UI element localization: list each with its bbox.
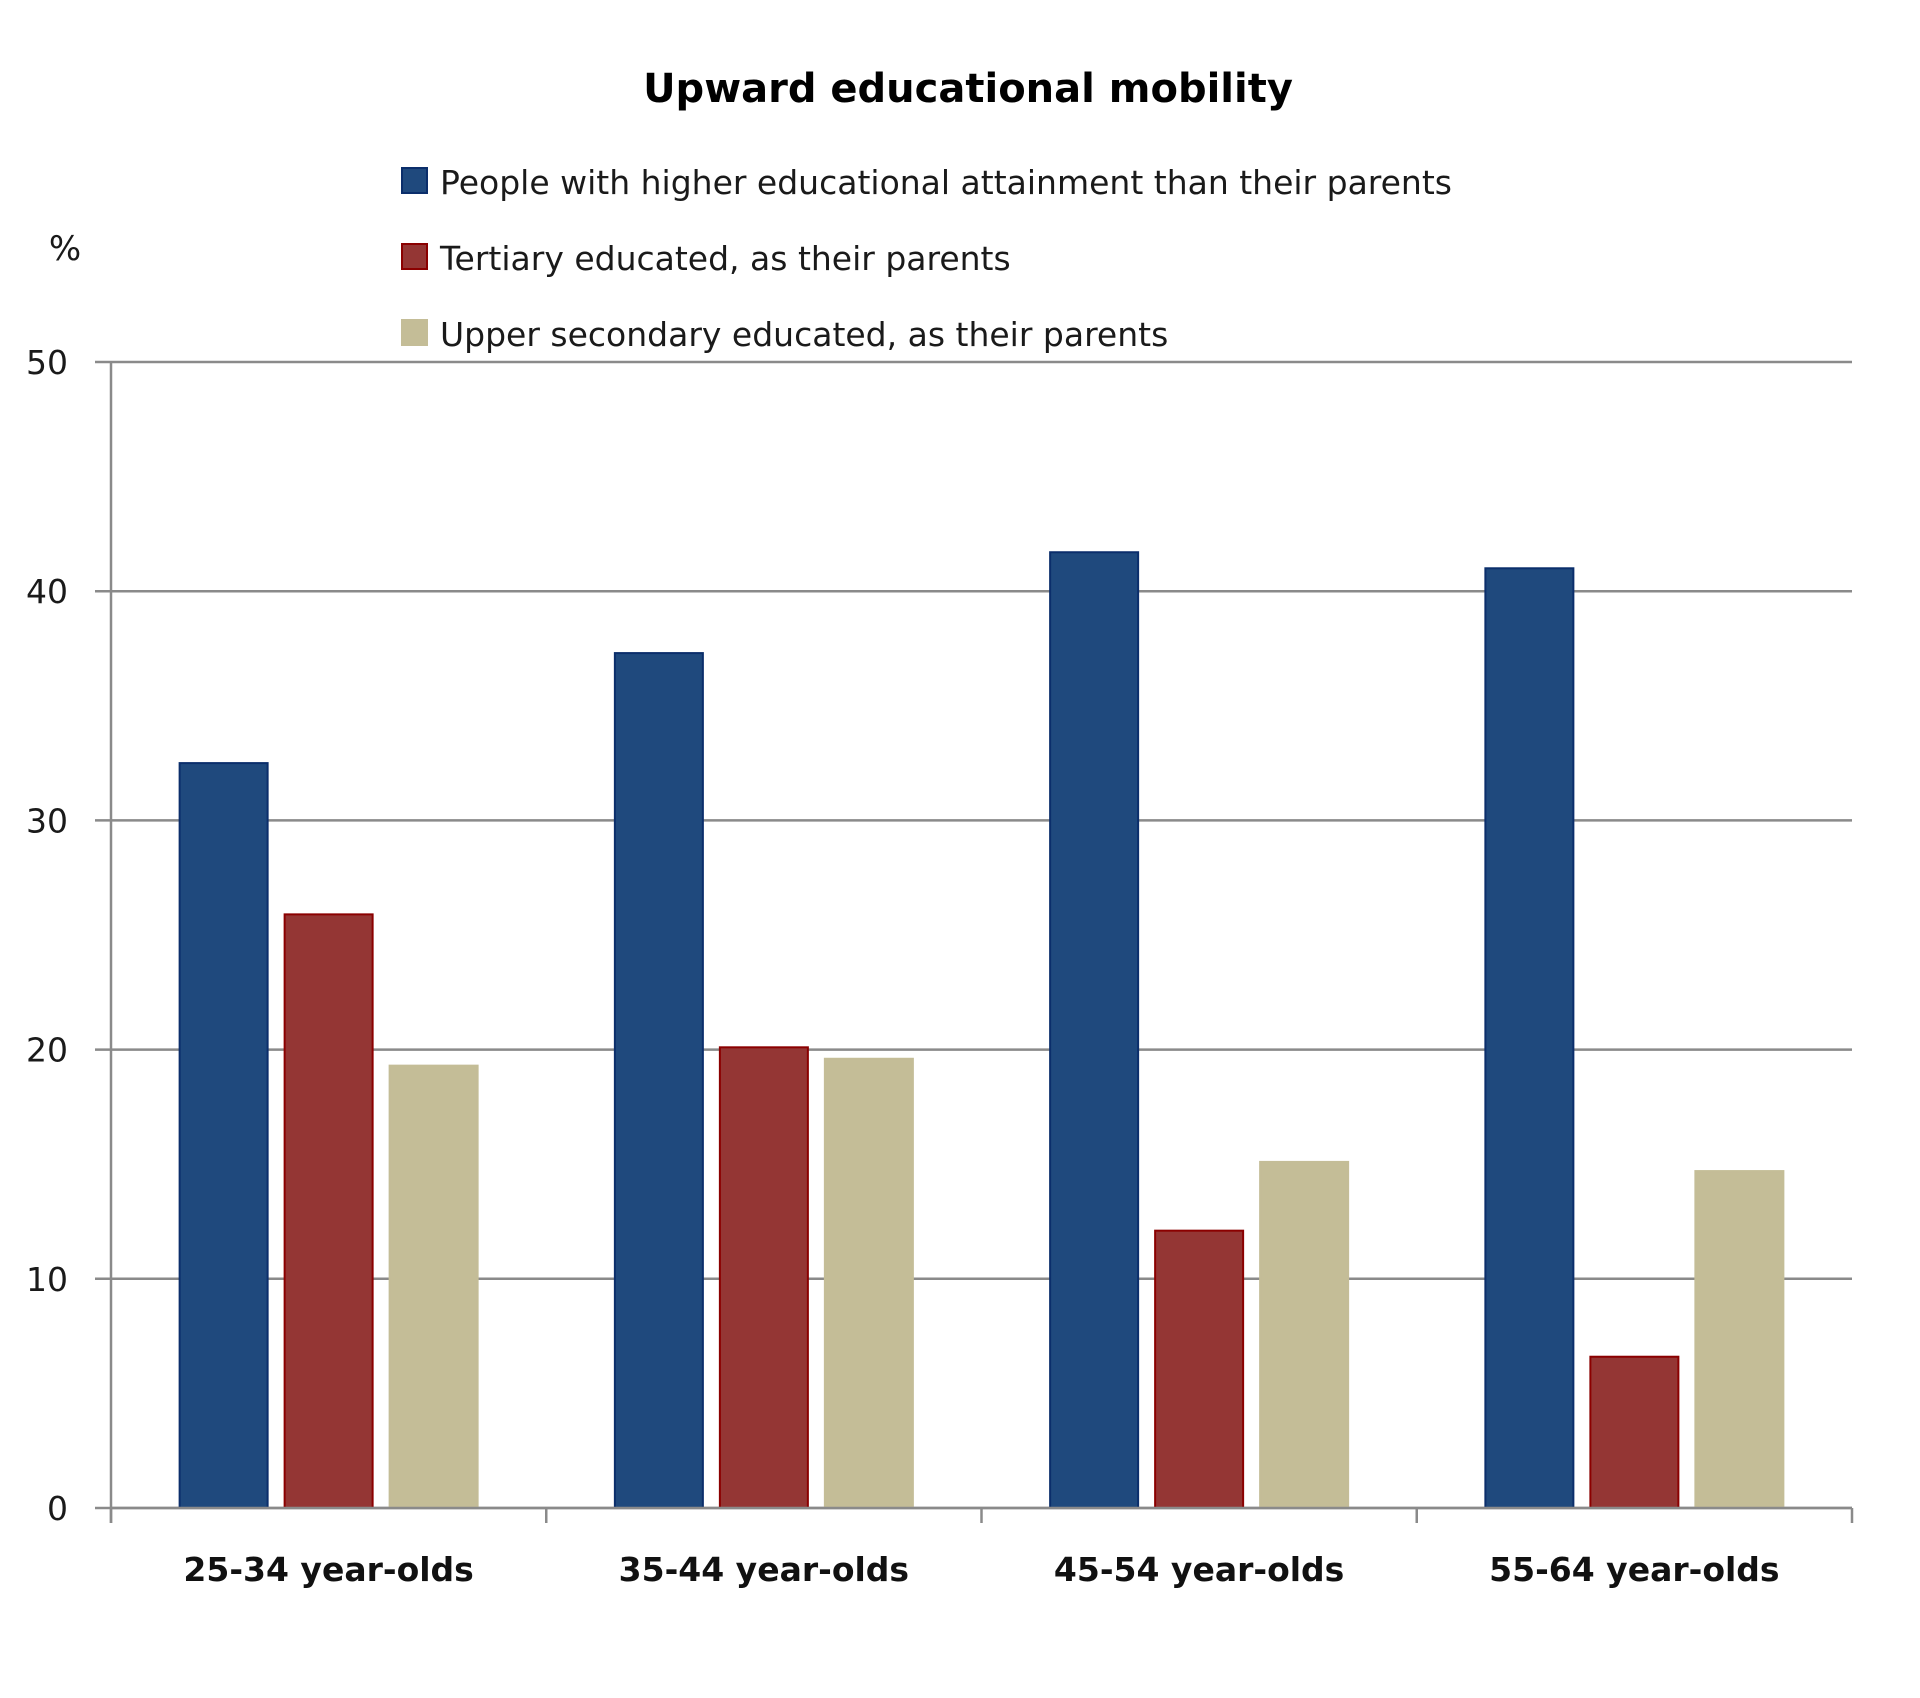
legend-swatch-2 (401, 243, 428, 270)
bar-1-1 (178, 762, 269, 1509)
y-tick-label: 40 (26, 572, 68, 611)
y-tick-label: 20 (26, 1031, 68, 1070)
legend: People with higher educational attainmen… (401, 163, 1452, 354)
y-axis-unit-label: % (49, 229, 81, 269)
x-tick-label: 45-54 year-olds (1054, 1550, 1344, 1589)
y-tick-label: 30 (26, 801, 68, 840)
y-tick-label: 10 (26, 1260, 68, 1299)
bar-3-2 (823, 1057, 914, 1509)
x-tick-label: 55-64 year-olds (1489, 1550, 1779, 1589)
bars (178, 551, 1785, 1510)
legend-swatch-3 (401, 319, 428, 346)
legend-label-3: Upper secondary educated, as their paren… (440, 315, 1168, 354)
bar-1-4 (1484, 567, 1575, 1509)
chart-title: Upward educational mobility (643, 66, 1293, 112)
bar-2-2 (718, 1046, 809, 1509)
legend-label-1: People with higher educational attainmen… (440, 163, 1452, 202)
bar-2-4 (1589, 1355, 1680, 1510)
bar-2-1 (283, 913, 374, 1509)
x-axis-ticks: 25-34 year-olds 35-44 year-olds 45-54 year… (109, 1508, 1854, 1589)
bar-3-3 (1259, 1160, 1350, 1509)
bar-3-1 (388, 1064, 479, 1510)
bar-2-3 (1154, 1229, 1245, 1509)
bar-1-3 (1049, 551, 1140, 1509)
bar-1-2 (613, 652, 704, 1509)
y-tick-label: 50 (26, 343, 68, 382)
legend-swatch-1 (401, 167, 428, 194)
x-tick-label: 35-44 year-olds (619, 1550, 909, 1589)
bar-3-4 (1694, 1170, 1785, 1510)
x-tick-label: 25-34 year-olds (183, 1550, 473, 1589)
legend-label-2: Tertiary educated, as their parents (439, 239, 1011, 278)
y-axis-ticks: 0 10 20 30 40 50 (26, 343, 68, 1528)
y-tick-label: 0 (47, 1489, 68, 1528)
